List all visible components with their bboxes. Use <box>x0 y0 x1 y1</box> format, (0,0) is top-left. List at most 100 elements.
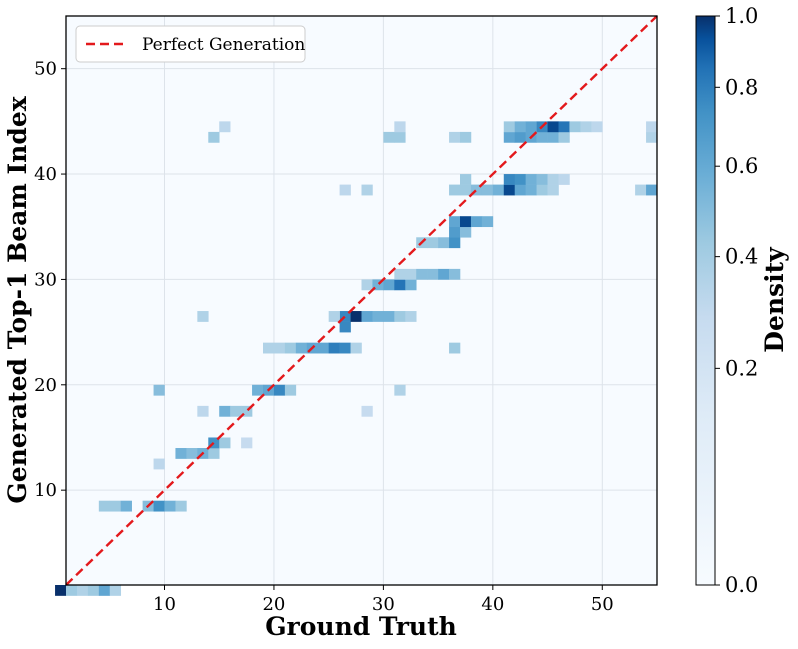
heatmap-cell <box>405 279 417 291</box>
heatmap-cell <box>383 131 395 143</box>
x-tick-label: 50 <box>591 594 614 615</box>
x-tick-label: 30 <box>372 594 395 615</box>
heatmap-cell <box>503 174 516 185</box>
heatmap-cell <box>394 268 406 280</box>
heatmap-cell <box>449 131 461 143</box>
heatmap-cell <box>372 279 384 291</box>
y-tick-label: 10 <box>34 480 57 501</box>
heatmap-cell <box>569 121 581 133</box>
heatmap-cell <box>470 184 483 196</box>
heatmap-cell <box>394 279 406 291</box>
heatmap-cell <box>449 342 461 354</box>
heatmap-cell <box>273 384 286 396</box>
heatmap-cell <box>580 121 592 133</box>
heatmap-cell <box>514 174 526 185</box>
heatmap-cell <box>361 405 373 417</box>
legend-box <box>75 25 306 63</box>
heatmap-cell <box>536 184 548 196</box>
heatmap-cell <box>219 437 231 449</box>
heatmap-cell <box>339 321 351 333</box>
heatmap-cell <box>558 174 570 185</box>
heatmap-cell <box>449 216 461 228</box>
heatmap-cell <box>153 384 165 396</box>
colorbar-tick-label: 0.8 <box>725 75 758 99</box>
heatmap-cell <box>460 226 472 238</box>
x-tick-label: 20 <box>262 594 285 615</box>
colorbar-label: Density <box>760 246 789 353</box>
heatmap-cell <box>186 448 198 459</box>
heatmap-cell <box>646 184 658 196</box>
y-tick-label: 20 <box>34 375 57 396</box>
heatmap-cell <box>646 121 658 133</box>
heatmap-cell <box>230 405 242 417</box>
heatmap-cell <box>635 184 647 196</box>
heatmap-cell <box>514 131 526 143</box>
x-axis-label: Ground Truth <box>265 612 457 641</box>
heatmap-cell <box>263 342 275 354</box>
heatmap-cell <box>525 174 537 185</box>
heatmap-cell <box>109 500 122 512</box>
heatmap-cell <box>481 216 494 228</box>
heatmap-cell <box>394 131 406 143</box>
heatmap-cell <box>350 311 362 322</box>
heatmap-cell <box>449 184 461 196</box>
heatmap-cell <box>66 585 78 596</box>
heatmap-cell <box>284 342 297 354</box>
heatmap-cell <box>383 311 395 322</box>
heatmap-cell <box>361 279 373 291</box>
y-axis-ticks: 10 20 30 40 50 <box>34 59 66 501</box>
heatmap-cell <box>273 342 286 354</box>
y-tick-label: 50 <box>34 59 57 80</box>
heatmap-cell <box>427 268 439 280</box>
perfect-generation-line <box>65 15 658 586</box>
heatmap-cell <box>514 184 526 196</box>
heatmap-cell <box>492 184 505 196</box>
colorbar-tick-label: 0.4 <box>725 245 758 269</box>
heatmap-cell <box>438 237 450 249</box>
heatmap-cell <box>536 174 548 185</box>
colorbar-tick-label: 0.6 <box>725 154 758 178</box>
heatmap-cell <box>361 311 373 322</box>
heatmap-cell <box>153 458 165 470</box>
heatmap-cell <box>208 448 220 459</box>
legend-label: Perfect Generation <box>142 35 305 55</box>
heatmap-cell <box>558 131 570 143</box>
colorbar-ticks: 0.0 0.2 0.4 0.6 0.8 1.0 <box>715 4 758 597</box>
heatmap-cell <box>372 311 384 322</box>
heatmap-cell <box>481 184 494 196</box>
colorbar-tick-label: 0.2 <box>725 356 758 380</box>
y-tick-label: 30 <box>34 269 57 290</box>
heatmap-cell <box>460 216 472 228</box>
colorbar-tick-label: 1.0 <box>725 4 758 28</box>
plot-frame <box>65 15 658 586</box>
y-axis-label: Generated Top-1 Beam Index <box>3 95 32 503</box>
heatmap-cell <box>153 500 165 512</box>
heatmap-cell <box>219 405 231 417</box>
heatmap-cell <box>449 237 461 249</box>
heatmap-cell <box>449 268 461 280</box>
heatmap-cell <box>394 121 406 133</box>
heatmap-cell <box>361 184 373 196</box>
heatmap-cell <box>295 342 308 354</box>
heatmap-cell <box>525 121 537 133</box>
heatmap-cell <box>339 184 351 196</box>
heatmap-cell <box>87 585 100 596</box>
heatmap-cell <box>558 121 570 133</box>
heatmap-cell <box>547 184 559 196</box>
colorbar <box>695 15 716 586</box>
heatmap-cell <box>460 174 472 185</box>
y-tick-label: 40 <box>34 164 57 185</box>
heatmap-cell <box>503 131 516 143</box>
heatmap-cell <box>208 437 220 449</box>
heatmap-cell <box>427 237 439 249</box>
heatmap-cell <box>55 585 67 596</box>
heatmap-cell <box>98 585 111 596</box>
heatmap-cell <box>547 174 559 185</box>
heatmap-cell <box>219 121 231 133</box>
heatmap-cell <box>76 585 89 596</box>
heatmap-cell <box>284 384 297 396</box>
heatmap-cell <box>460 131 472 143</box>
grid-lines <box>66 16 657 585</box>
heatmap-cell <box>120 500 132 512</box>
